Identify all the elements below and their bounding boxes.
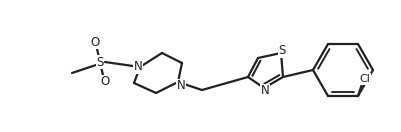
Text: S: S: [277, 44, 285, 58]
Text: O: O: [90, 36, 99, 48]
Text: N: N: [176, 79, 185, 93]
Text: Cl: Cl: [358, 74, 369, 84]
Text: S: S: [96, 55, 103, 69]
Text: N: N: [260, 84, 269, 98]
Text: O: O: [100, 76, 109, 88]
Text: N: N: [133, 60, 142, 74]
